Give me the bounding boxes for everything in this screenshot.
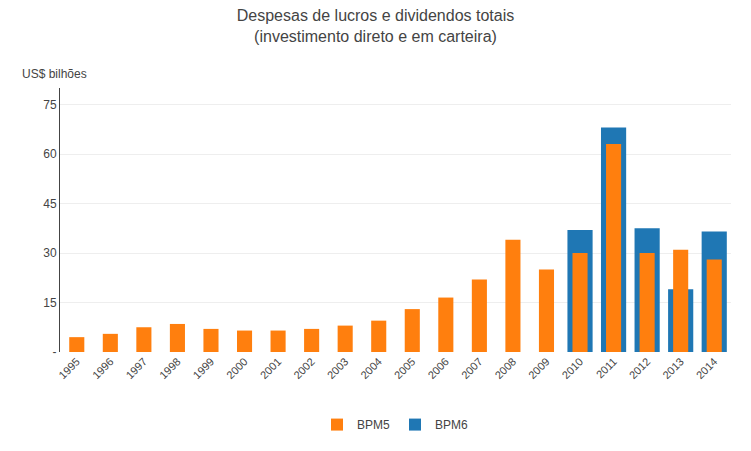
svg-text:2003: 2003 (325, 355, 351, 381)
svg-text:2014: 2014 (694, 355, 720, 381)
svg-text:1995: 1995 (56, 355, 82, 381)
svg-text:2009: 2009 (526, 355, 552, 381)
svg-text:30: 30 (43, 246, 57, 260)
svg-text:US$ bilhões: US$ bilhões (22, 67, 87, 81)
svg-text:2012: 2012 (627, 355, 653, 381)
svg-text:2006: 2006 (425, 355, 451, 381)
svg-text:BPM6: BPM6 (435, 418, 468, 432)
svg-text:BPM5: BPM5 (357, 418, 390, 432)
svg-text:45: 45 (43, 197, 57, 211)
svg-text:2005: 2005 (392, 355, 418, 381)
svg-text:2001: 2001 (258, 355, 284, 381)
svg-text:1997: 1997 (123, 355, 149, 381)
svg-text:Despesas de lucros e dividendo: Despesas de lucros e dividendos totais(i… (237, 7, 515, 45)
svg-text:60: 60 (43, 147, 57, 161)
svg-text:1999: 1999 (190, 355, 216, 381)
svg-text:2002: 2002 (291, 355, 317, 381)
svg-text:2004: 2004 (358, 355, 384, 381)
svg-text:1998: 1998 (157, 355, 183, 381)
svg-text:2000: 2000 (224, 355, 250, 381)
svg-text:2011: 2011 (594, 355, 619, 380)
svg-text:75: 75 (43, 98, 57, 112)
svg-text:2013: 2013 (660, 355, 686, 381)
svg-text:-: - (53, 345, 57, 359)
svg-text:2007: 2007 (459, 355, 485, 381)
svg-text:1996: 1996 (90, 355, 116, 381)
svg-text:15: 15 (43, 296, 57, 310)
svg-text:2010: 2010 (560, 355, 586, 381)
svg-text:2008: 2008 (492, 355, 518, 381)
